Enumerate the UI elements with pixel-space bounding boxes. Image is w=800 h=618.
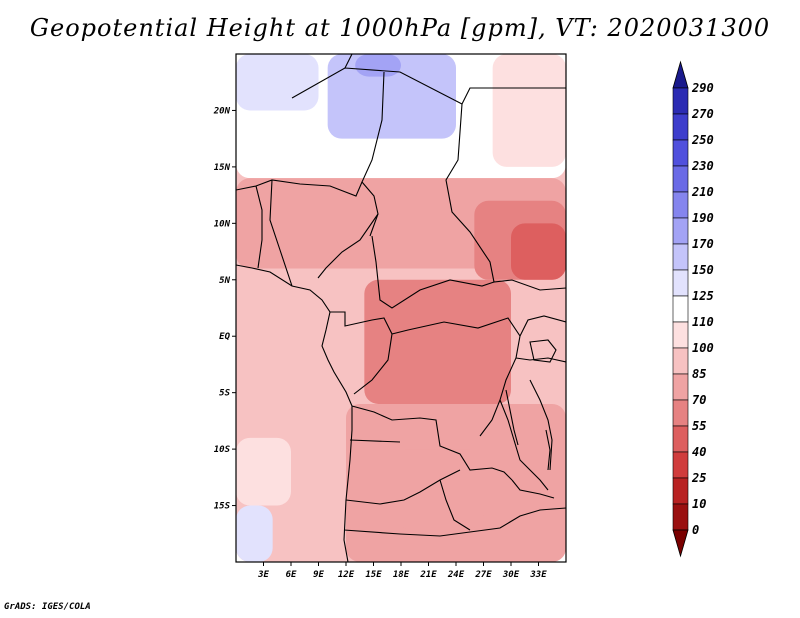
- x-tick-label: 30E: [502, 570, 520, 580]
- x-tick-label: 27E: [474, 570, 492, 580]
- colorbar-label: 70: [692, 393, 706, 407]
- colorbar-label: 85: [692, 367, 706, 381]
- colorbar-label: 125: [692, 289, 714, 303]
- coastline-west: [236, 264, 353, 562]
- x-tick-label: 9E: [313, 570, 324, 580]
- colorbar-segment: [672, 87, 689, 115]
- colorbar-label: 270: [691, 107, 714, 121]
- border-chad: [317, 213, 495, 309]
- colorbar-segment: [672, 347, 689, 375]
- y-tick-label: 15N: [214, 163, 231, 173]
- height-region: [364, 279, 511, 404]
- colorbar-segment: [672, 373, 689, 401]
- x-tick-label: 33E: [529, 570, 547, 580]
- colorbar-segment: [672, 399, 689, 427]
- border-east: [499, 315, 566, 491]
- colorbar: 2902702502302101901701501251101008570554…: [672, 60, 714, 558]
- border-angola: [345, 405, 513, 505]
- colorbar-segment: [672, 321, 689, 349]
- x-tick-label: 24E: [447, 570, 465, 580]
- height-region: [327, 54, 456, 139]
- height-field: [236, 54, 566, 562]
- x-tick-label: 15E: [365, 570, 382, 580]
- colorbar-label: 290: [691, 81, 714, 95]
- border-sudan: [445, 103, 566, 291]
- height-region: [391, 449, 484, 529]
- colorbar-segment: [672, 425, 689, 453]
- colorbar-segment: [672, 477, 689, 505]
- colorbar-label: 25: [691, 471, 706, 485]
- x-tick-label: 21E: [419, 570, 437, 580]
- height-region: [355, 54, 401, 77]
- y-tick-label: 10S: [214, 445, 231, 455]
- colorbar-segment: [672, 451, 689, 479]
- colorbar-top-arrow: [672, 60, 689, 89]
- colorbar-segment: [672, 503, 689, 531]
- height-region: [236, 437, 291, 506]
- border-west: [236, 179, 363, 287]
- colorbar-segment: [672, 165, 689, 193]
- y-tick-label: 15S: [214, 502, 231, 512]
- lake-tanganyika: [505, 389, 519, 446]
- colorbar-label: 150: [692, 263, 714, 277]
- colorbar-segment: [672, 217, 689, 245]
- country-borders: [236, 54, 566, 562]
- y-tick-label: EQ: [219, 332, 230, 342]
- height-region: [236, 54, 319, 111]
- colorbar-label: 10: [692, 497, 706, 511]
- x-tick-label: 3E: [257, 570, 269, 580]
- axes: 3E 6E 9E 12E 15E 18E 21E 24E 27E 30E 33E 20N 15N 10N 5…: [213, 106, 547, 580]
- x-tick-label: 6E: [286, 570, 297, 580]
- border-south: [343, 479, 566, 537]
- colorbar-label: 0: [692, 523, 699, 537]
- colorbar-segment: [672, 139, 689, 167]
- colorbar-segment: [672, 269, 689, 297]
- colorbar-segment: [672, 295, 689, 323]
- lake-malawi: [545, 429, 551, 471]
- colorbar-label: 100: [692, 341, 714, 355]
- page-title: Geopotential Height at 1000hPa [gpm], VT…: [29, 14, 771, 42]
- colorbar-segment: [672, 113, 689, 141]
- lake-victoria: [529, 339, 557, 363]
- colorbar-label: 210: [691, 185, 714, 199]
- colorbar-bottom-arrow: [672, 529, 689, 558]
- y-tick-label: 20N: [213, 106, 231, 116]
- y-tick-label: 5S: [219, 389, 230, 399]
- height-region: [236, 505, 273, 562]
- y-tick-label: 5N: [219, 276, 230, 286]
- credit-label: GrADS: IGES/COLA: [4, 602, 91, 612]
- colorbar-label: 230: [691, 159, 714, 173]
- colorbar-segment: [672, 243, 689, 271]
- colorbar-segment: [672, 191, 689, 219]
- colorbar-label: 40: [692, 445, 706, 459]
- colorbar-label: 250: [691, 133, 714, 147]
- colorbar-label: 170: [692, 237, 714, 251]
- y-tick-label: 10N: [214, 219, 231, 229]
- colorbar-label: 190: [692, 211, 714, 225]
- height-region: [511, 223, 566, 280]
- colorbar-label: 110: [692, 315, 714, 329]
- height-region: [492, 54, 566, 167]
- x-tick-label: 12E: [338, 570, 355, 580]
- colorbar-label: 55: [692, 419, 706, 433]
- x-tick-label: 18E: [393, 570, 410, 580]
